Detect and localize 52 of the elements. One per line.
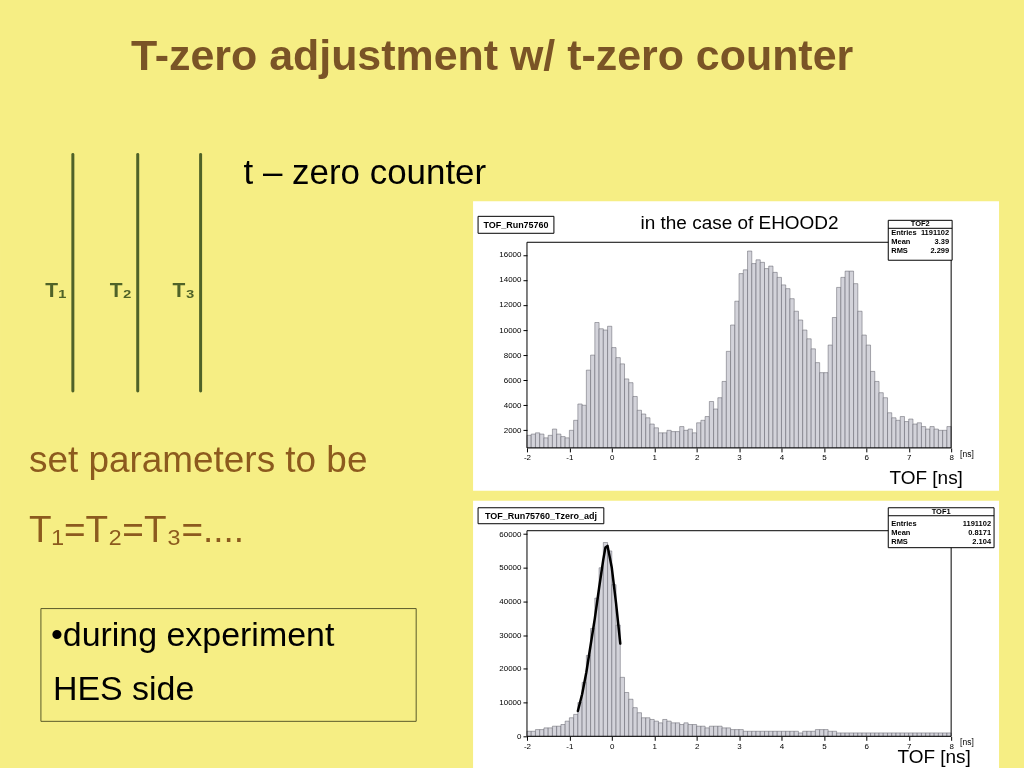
x-tick-label: -1 xyxy=(566,741,574,751)
y-tick-label: 2000 xyxy=(503,425,523,435)
x-tick-label: -1 xyxy=(566,453,574,463)
text: T₁=T₂=T₃=.... xyxy=(28,508,245,550)
x-axis-title: TOF [ns] xyxy=(889,466,963,488)
y-tick-label: 16000 xyxy=(499,250,523,260)
text: T-zero adjustment w/ t-zero counter xyxy=(130,30,854,79)
text: HES side xyxy=(52,669,195,708)
x-tick-label: 3 xyxy=(737,741,743,751)
x-tick-label: 5 xyxy=(822,741,828,751)
x-tick-label: 0 xyxy=(610,741,616,751)
y-tick-label: 10000 xyxy=(499,698,523,708)
x-tick-label: 1 xyxy=(652,741,658,751)
text: T₁ xyxy=(45,278,67,302)
x-tick-label: -2 xyxy=(523,741,532,751)
y-tick-label: 14000 xyxy=(499,275,523,285)
y-tick-label: 8000 xyxy=(503,350,523,360)
text: t – zero counter xyxy=(243,152,487,192)
x-tick-label: 7 xyxy=(907,741,913,751)
text: set parameters to be xyxy=(28,438,368,480)
y-tick-label: 60000 xyxy=(499,529,523,539)
y-tick-label: 12000 xyxy=(499,300,523,310)
y-tick-label: 30000 xyxy=(499,630,523,640)
y-tick-label: 4000 xyxy=(503,400,523,410)
x-tick-label: 4 xyxy=(779,741,785,751)
x-tick-label: 5 xyxy=(822,453,828,463)
x-tick-label: 8 xyxy=(949,453,955,463)
x-tick-label: -2 xyxy=(523,453,532,463)
y-tick-label: 20000 xyxy=(499,664,523,674)
x-tick-label: 6 xyxy=(864,741,870,751)
text: •during experiment xyxy=(50,615,335,654)
x-tick-label: 0 xyxy=(610,453,616,463)
x-tick-label: 4 xyxy=(779,453,785,463)
text: T₂ xyxy=(109,278,132,302)
chart-subtitle: in the case of EHOOD2 xyxy=(640,212,839,234)
x-tick-label: 7 xyxy=(907,453,913,463)
text: [ns] xyxy=(960,448,974,459)
x-tick-label: 3 xyxy=(737,453,743,463)
y-tick-label: 0 xyxy=(517,731,523,741)
chart-title: TOF_Run75760_Tzero_adj xyxy=(484,510,597,521)
x-tick-label: 6 xyxy=(864,453,870,463)
y-tick-label: 10000 xyxy=(499,325,523,335)
x-tick-label: 8 xyxy=(949,741,955,751)
y-tick-label: 40000 xyxy=(499,596,523,606)
x-tick-label: 1 xyxy=(652,453,658,463)
chart-title: TOF_Run75760 xyxy=(483,219,549,230)
text: T₃ xyxy=(172,278,195,302)
x-tick-label: 2 xyxy=(694,453,700,463)
y-tick-label: 50000 xyxy=(499,563,523,573)
x-tick-label: 2 xyxy=(694,741,700,751)
text: [ns] xyxy=(960,737,974,748)
y-tick-label: 6000 xyxy=(503,375,523,385)
